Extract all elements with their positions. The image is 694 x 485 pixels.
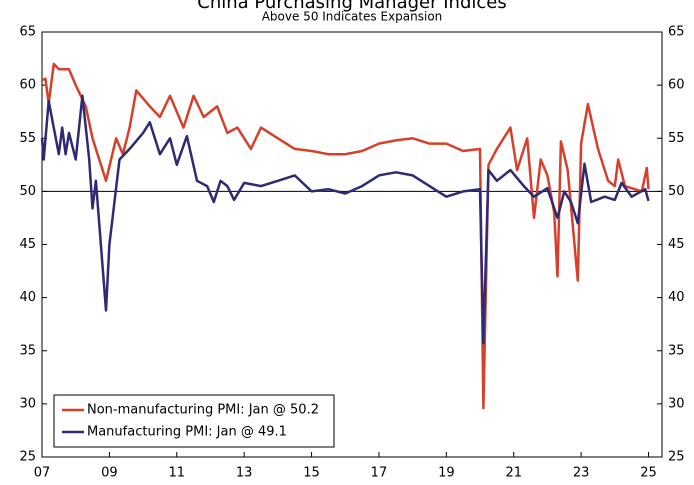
x-tick-label: 13 (236, 466, 253, 481)
chart-title: China Purchasing Manager Indices (197, 0, 506, 13)
x-tick-label: 19 (438, 466, 455, 481)
y2-tick-label: 50 (668, 184, 685, 199)
series-line (40, 94, 650, 345)
y-tick-label: 60 (19, 78, 36, 93)
y-tick-label: 55 (19, 131, 36, 146)
y-tick-label: 30 (19, 396, 36, 411)
x-tick-label: 25 (640, 466, 657, 481)
y2-tick-label: 65 (668, 25, 685, 40)
chart-subtitle: Above 50 Indicates Expansion (262, 10, 443, 24)
x-tick-label: 07 (34, 466, 51, 481)
y2-tick-label: 35 (668, 343, 685, 358)
x-tick-label: 23 (573, 466, 590, 481)
legend-box (53, 394, 335, 448)
x-tick-label: 17 (371, 466, 388, 481)
y2-tick-label: 60 (668, 78, 685, 93)
y2-tick-label: 40 (668, 290, 685, 305)
x-tick-label: 11 (169, 466, 186, 481)
x-tick-label: 21 (505, 466, 522, 481)
legend-label: Manufacturing PMI: Jan @ 49.1 (87, 425, 287, 440)
y2-tick-label: 30 (668, 396, 685, 411)
x-tick-label: 15 (303, 466, 320, 481)
y-tick-label: 25 (19, 450, 36, 465)
y2-tick-label: 55 (668, 131, 685, 146)
legend-label: Non-manufacturing PMI: Jan @ 50.2 (87, 403, 319, 418)
x-tick-label: 09 (101, 466, 118, 481)
y-tick-label: 50 (19, 184, 36, 199)
y-tick-label: 40 (19, 290, 36, 305)
y-tick-label: 65 (19, 25, 36, 40)
y2-tick-label: 45 (668, 237, 685, 252)
series-line (41, 62, 650, 410)
y-tick-label: 45 (19, 237, 36, 252)
y-tick-label: 35 (19, 343, 36, 358)
y2-tick-label: 25 (668, 450, 685, 465)
